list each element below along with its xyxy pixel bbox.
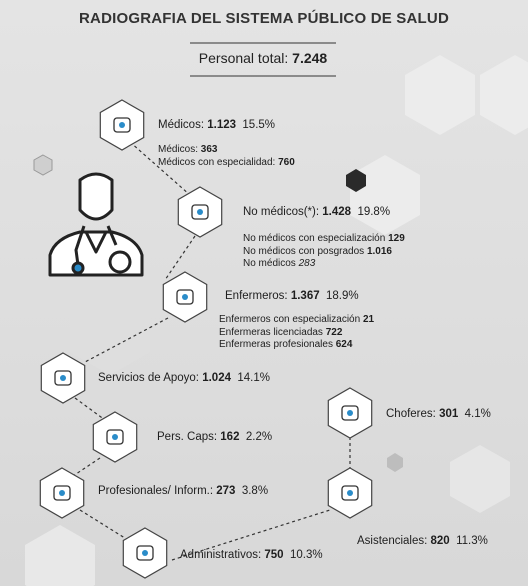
node-label: Servicios de Apoyo: 1.024 14.1%	[98, 372, 270, 384]
detail-label: No médicos con posgrados	[243, 245, 365, 257]
detail-label: Enfermeras licenciadas	[219, 326, 323, 338]
node-percent: 11.3%	[456, 535, 488, 547]
detail-label: Enfermeros con especialización	[219, 314, 361, 325]
node-label: Pers. Caps: 162 2.2%	[157, 431, 272, 443]
node-label: Asistenciales: 820 11.3%	[357, 535, 488, 547]
node-name: Servicios de Apoyo:	[98, 372, 200, 384]
detail-row: Médicos: 363	[158, 144, 295, 157]
node-label: Enfermeros: 1.367 18.9%	[225, 290, 359, 302]
detail-label: Enfermeras profesionales	[219, 339, 333, 350]
detail-label: Médicos con especialidad:	[158, 156, 276, 168]
node-name: Choferes:	[386, 408, 436, 420]
node-icon	[113, 117, 131, 133]
detail-row: No médicos 283	[243, 258, 405, 271]
node-count: 1.024	[202, 372, 231, 384]
node-hexagons	[39, 99, 373, 579]
detail-row: No médicos con especialización 129	[243, 233, 405, 246]
node-icon	[191, 204, 209, 220]
node-name: Profesionales/ Inform.:	[98, 485, 214, 497]
node-name: Enfermeros:	[225, 290, 288, 302]
node-icon	[341, 405, 359, 421]
total-rules	[190, 42, 336, 77]
detail-label: Médicos:	[158, 144, 199, 155]
node-details: Médicos: 363 Médicos con especialidad: 76…	[158, 144, 295, 169]
node-label: Médicos: 1.123 15.5%	[158, 119, 275, 131]
node-name: Médicos:	[158, 119, 205, 131]
node-icon	[54, 370, 72, 386]
node-percent: 4.1%	[464, 408, 491, 420]
detail-value: 129	[388, 233, 405, 244]
node-percent: 18.9%	[326, 290, 359, 302]
detail-value: 1.016	[366, 245, 392, 257]
detail-value: 363	[200, 144, 218, 155]
detail-value: 21	[362, 314, 375, 325]
node-percent: 19.8%	[357, 206, 391, 218]
total-label: Personal total:	[198, 50, 289, 66]
detail-row: Enfermeras licenciadas 722	[219, 327, 374, 340]
node-percent: 14.1%	[237, 372, 270, 384]
node-count: 273	[216, 485, 236, 497]
node-count: 1.123	[207, 119, 237, 131]
node-label: No médicos(*): 1.428 19.8%	[243, 206, 390, 218]
detail-row: Enfermeros con especialización 21	[219, 314, 374, 327]
node-name: Asistenciales:	[357, 535, 428, 547]
connectors	[69, 141, 351, 561]
doctor-illustration	[48, 172, 144, 277]
node-details: No médicos con especialización 129 No méd…	[243, 233, 405, 271]
detail-label: No médicos con especialización	[243, 233, 386, 244]
total-value: 7.248	[292, 50, 328, 66]
node-percent: 2.2%	[245, 431, 273, 443]
detail-label: No médicos	[243, 258, 296, 269]
node-label: Choferes: 301 4.1%	[386, 408, 491, 420]
node-icon	[136, 545, 154, 561]
node-icon	[53, 485, 71, 501]
node-name: Administrativos:	[180, 549, 262, 561]
node-label: Administrativos: 750 10.3%	[180, 549, 323, 561]
title: RADIOGRAFIA DEL SISTEMA PÚBLICO DE SALUD	[79, 10, 449, 27]
detail-value: 722	[325, 326, 343, 338]
detail-row: No médicos con posgrados 1.016	[243, 246, 405, 259]
node-name: Pers. Caps:	[157, 431, 218, 443]
node-count: 1.367	[290, 290, 320, 302]
node-name: No médicos(*):	[243, 206, 320, 218]
node-icon	[341, 485, 359, 501]
node-details: Enfermeros con especialización 21 Enferme…	[219, 314, 374, 352]
node-icon	[176, 289, 194, 305]
node-label: Profesionales/ Inform.: 273 3.8%	[98, 485, 268, 497]
detail-row: Enfermeras profesionales 624	[219, 339, 374, 352]
decor-hexagons	[25, 55, 528, 586]
total: Personal total: 7.248	[190, 50, 336, 66]
detail-value: 760	[278, 156, 295, 168]
detail-row: Médicos con especialidad: 760	[158, 157, 295, 170]
node-icon	[106, 429, 124, 445]
node-count: 820	[430, 535, 450, 547]
detail-value: 624	[335, 339, 353, 350]
node-percent: 3.8%	[241, 485, 269, 497]
detail-value: 283	[298, 258, 316, 269]
node-count: 1.428	[322, 206, 352, 218]
node-percent: 10.3%	[289, 549, 323, 561]
node-count: 750	[264, 549, 284, 561]
node-percent: 15.5%	[242, 119, 276, 131]
node-count: 301	[439, 408, 459, 420]
node-count: 162	[220, 431, 240, 443]
